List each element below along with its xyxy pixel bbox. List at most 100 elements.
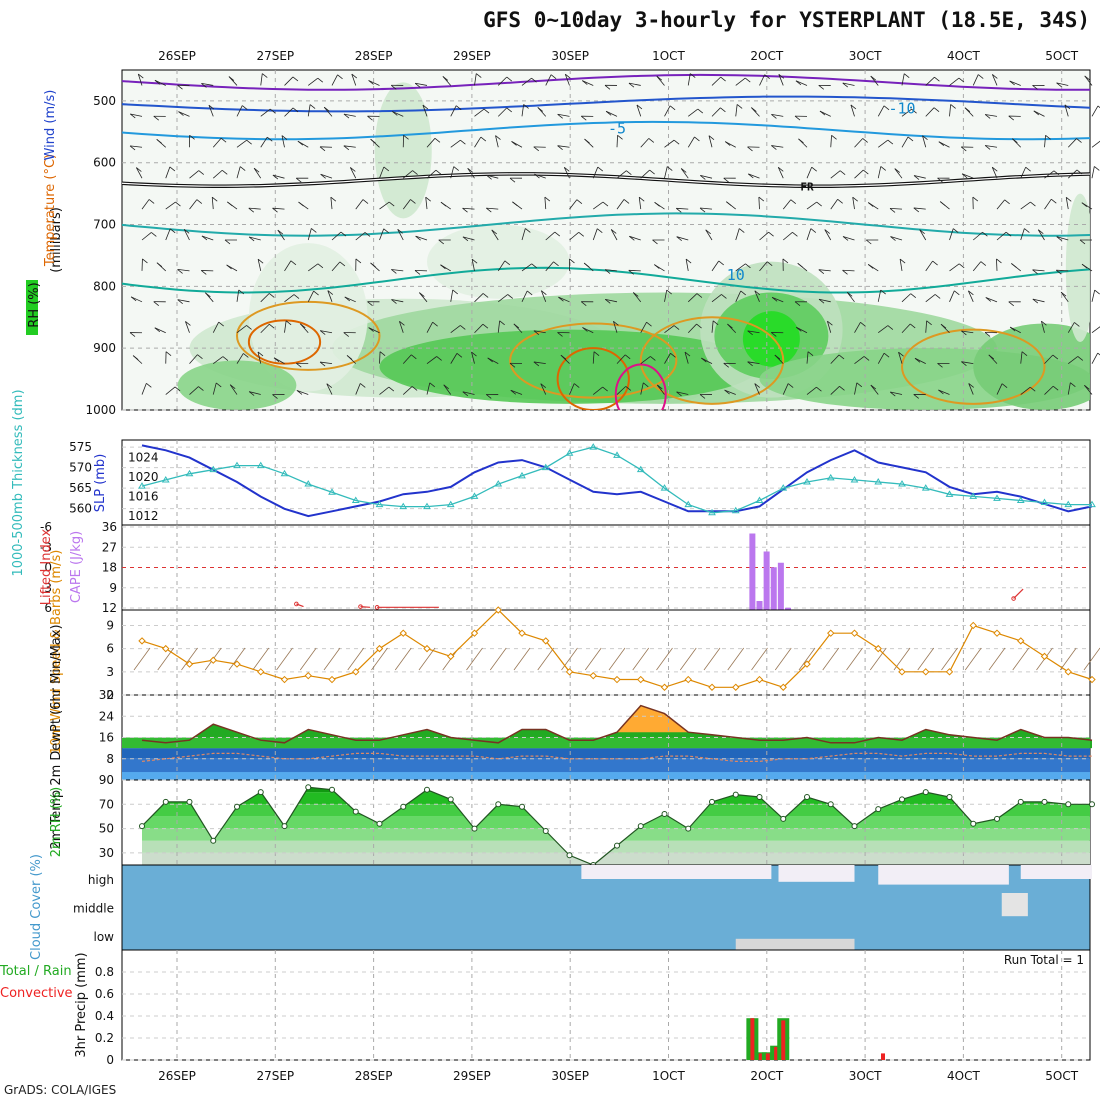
- wind-barb: [169, 228, 176, 234]
- wind-barb: [723, 363, 730, 368]
- wind-barb: [236, 353, 244, 364]
- wind-barb: [296, 390, 309, 395]
- temp-base-band: [122, 737, 1090, 749]
- wind-barb: [824, 229, 831, 234]
- wind-barb: [246, 325, 252, 330]
- wind-barb: [453, 166, 459, 171]
- wind-barb: [656, 384, 665, 395]
- wind-barb: [327, 290, 334, 295]
- wind-barb: [290, 260, 297, 266]
- wind-barb: [914, 357, 921, 363]
- wind-barb: [797, 262, 803, 268]
- rh-marker: [685, 825, 692, 832]
- wind-speed-marker: [827, 629, 835, 637]
- wind-barb: [462, 236, 469, 242]
- wind-barb: [638, 197, 642, 210]
- wind-barb: [582, 80, 588, 85]
- rh-marker: [234, 803, 240, 810]
- wind-barb: [991, 166, 998, 172]
- rh-patch: [427, 224, 570, 299]
- wind-barb: [680, 168, 687, 173]
- wind-barb: [281, 135, 288, 140]
- wind-barb: [880, 289, 886, 295]
- wind-barb: [850, 104, 857, 110]
- wind-barb: [949, 290, 955, 302]
- wind-barb: [771, 113, 784, 117]
- wind-barb: [656, 75, 663, 81]
- wind-barb: [676, 207, 689, 210]
- wind-barb: [450, 105, 457, 117]
- wind-barb: [483, 108, 490, 114]
- wind-10m-barb: [727, 647, 745, 671]
- wind-10m-barb: [299, 647, 317, 671]
- pressure-ticks: 500 600 700 800 900 1000: [85, 94, 116, 417]
- upper-air-ylabel: (millibars): [49, 207, 64, 273]
- wind-barb: [806, 201, 817, 210]
- wind-barb: [1084, 385, 1093, 395]
- temp-series: [141, 704, 1093, 762]
- wind-10m-barb: [822, 647, 840, 671]
- wind-barb: [894, 168, 901, 173]
- wind-barb: [320, 173, 326, 179]
- wind-barb: [370, 262, 376, 268]
- temp-tick-label: 8: [106, 752, 114, 766]
- wind-tick-label: 0: [106, 688, 114, 702]
- wind-barb: [711, 294, 722, 303]
- precip-convective-bar: [765, 1053, 770, 1060]
- rh-patch: [374, 82, 432, 219]
- wind-barb: [236, 166, 241, 179]
- wind-speed-marker: [732, 683, 740, 691]
- wind-barb: [782, 383, 789, 395]
- wind-barb: [687, 136, 695, 148]
- thickness-marker: [779, 484, 788, 491]
- wind-barb: [165, 386, 176, 395]
- wind-barb: [972, 231, 983, 241]
- wind-barb: [754, 383, 760, 395]
- wind-barb: [486, 174, 492, 180]
- lifted-index-point: [358, 604, 363, 609]
- wind-barb: [863, 169, 869, 175]
- wind-barb: [339, 261, 346, 267]
- wind-barb: [1064, 104, 1069, 117]
- wind-barb: [260, 136, 268, 148]
- wind-barb: [949, 263, 960, 272]
- rh-marker: [851, 823, 858, 830]
- lifted-tick-label: 6: [44, 601, 52, 615]
- wind-barb: [748, 173, 754, 179]
- wind-barb: [227, 201, 233, 207]
- wind-barb: [308, 263, 319, 272]
- wind-barb: [426, 138, 436, 148]
- wind-barb: [837, 198, 843, 204]
- wind-barb: [545, 74, 552, 86]
- wind-barb: [174, 386, 181, 392]
- rh-marker: [970, 820, 977, 827]
- wind-barb: [1020, 386, 1031, 395]
- wind-barb: [818, 298, 825, 304]
- wind-barb: [379, 386, 390, 395]
- wind-barb: [175, 201, 181, 207]
- wind-barb: [816, 201, 822, 207]
- wind-barb: [726, 201, 732, 207]
- wind-speed-marker: [874, 644, 882, 653]
- wind-barb: [201, 235, 214, 241]
- precip-convective-bar: [881, 1053, 885, 1060]
- thickness-marker: [850, 475, 859, 483]
- wind-barb: [415, 235, 421, 241]
- rh-marker: [709, 798, 715, 805]
- wind-barb: [1094, 166, 1100, 171]
- wind-barb: [636, 104, 642, 117]
- wind-barb: [985, 297, 992, 302]
- wind-barb: [988, 354, 995, 360]
- wind-barb: [950, 104, 956, 109]
- wind-barb: [440, 264, 446, 270]
- thickness-marker: [708, 508, 716, 516]
- wind-barb: [1068, 356, 1079, 364]
- wind-barb: [521, 290, 528, 302]
- wind-barb: [625, 386, 632, 391]
- wind-barb: [355, 199, 364, 210]
- wind-barb: [343, 332, 350, 337]
- wind-barb: [337, 74, 343, 80]
- precip-ticks: 0 0.2 0.4 0.6 0.8: [95, 965, 114, 1067]
- wind-barb: [531, 77, 537, 83]
- wind-barb: [392, 111, 404, 117]
